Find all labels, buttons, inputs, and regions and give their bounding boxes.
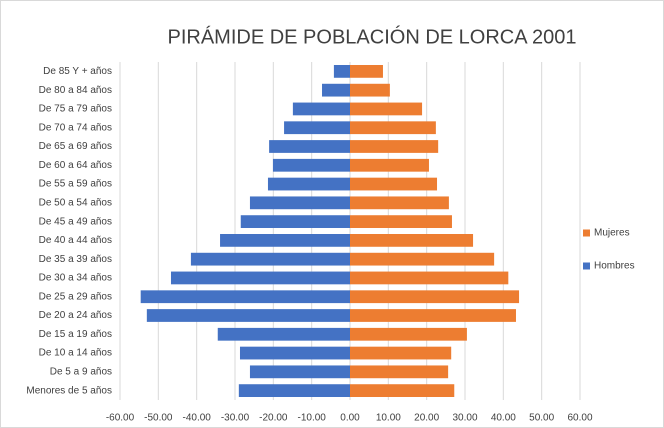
bar xyxy=(350,158,429,172)
x-tick-label: -50.00 xyxy=(144,413,173,424)
legend-swatch xyxy=(583,262,590,270)
bar xyxy=(190,252,350,266)
bar xyxy=(350,271,509,285)
bar xyxy=(239,346,350,360)
bar xyxy=(240,215,350,228)
bar xyxy=(220,234,350,247)
bar xyxy=(322,83,350,97)
bar xyxy=(267,177,350,191)
bar xyxy=(292,102,350,116)
bar xyxy=(170,271,350,285)
bar xyxy=(140,290,350,304)
y-tick-label: De 75 a 79 años xyxy=(39,104,112,115)
bar xyxy=(350,234,474,247)
bar xyxy=(350,121,436,135)
y-tick-label: De 30 a 34 años xyxy=(39,273,112,284)
y-tick-label: Menores de 5 años xyxy=(26,385,112,396)
y-tick-label: De 15 a 19 años xyxy=(39,329,112,340)
bar xyxy=(284,121,350,135)
y-tick-label: De 60 a 64 años xyxy=(39,160,112,171)
y-tick-label: De 5 a 9 años xyxy=(50,366,112,377)
bar xyxy=(350,327,467,341)
bar xyxy=(350,65,383,78)
y-tick-label: De 65 a 69 años xyxy=(39,141,112,152)
x-tick-label: -30.00 xyxy=(221,413,250,424)
bar xyxy=(333,65,350,78)
legend-label: Hombres xyxy=(594,261,635,272)
bar xyxy=(350,140,439,153)
y-tick-label: De 80 a 84 años xyxy=(39,85,112,96)
bar xyxy=(217,327,350,341)
bar xyxy=(238,384,350,397)
y-tick-label: De 25 a 29 años xyxy=(39,291,112,302)
bar xyxy=(350,196,449,210)
x-tick-label: 30.00 xyxy=(452,413,477,424)
x-tick-label: -60.00 xyxy=(106,413,135,424)
legend-label: Mujeres xyxy=(594,228,630,239)
bar xyxy=(272,158,350,172)
y-tick-label: De 35 a 39 años xyxy=(39,254,112,265)
y-tick-label: De 10 a 14 años xyxy=(39,348,112,359)
bar xyxy=(350,83,390,97)
bar xyxy=(350,102,423,116)
x-tick-label: 10.00 xyxy=(376,413,401,424)
bar xyxy=(350,252,495,266)
y-tick-label: De 40 a 44 años xyxy=(39,235,112,246)
x-tick-label: 40.00 xyxy=(491,413,516,424)
y-tick-label: De 45 a 49 años xyxy=(39,216,112,227)
x-tick-label: 60.00 xyxy=(567,413,592,424)
y-tick-label: De 70 a 74 años xyxy=(39,122,112,133)
chart-title: PIRÁMIDE DE POBLACIÓN DE LORCA 2001 xyxy=(167,25,576,48)
legend-swatch xyxy=(583,229,590,237)
bar xyxy=(350,346,452,360)
bar xyxy=(350,215,452,228)
bar xyxy=(350,384,455,397)
x-tick-label: -10.00 xyxy=(297,413,326,424)
bar xyxy=(249,365,350,379)
y-tick-label: De 55 a 59 años xyxy=(39,179,112,190)
bar xyxy=(350,309,516,322)
bar xyxy=(350,290,520,304)
bar xyxy=(350,365,449,379)
y-tick-label: De 50 a 54 años xyxy=(39,197,112,208)
x-tick-label: 50.00 xyxy=(529,413,554,424)
x-tick-label: 0.00 xyxy=(340,413,360,424)
x-tick-label: -20.00 xyxy=(259,413,288,424)
bar xyxy=(249,196,350,210)
bar xyxy=(146,309,350,322)
bar xyxy=(269,140,350,153)
x-tick-label: 20.00 xyxy=(414,413,439,424)
y-tick-label: De 20 a 24 años xyxy=(39,310,112,321)
bar xyxy=(350,177,438,191)
y-tick-label: De 85 Y + años xyxy=(43,66,112,77)
x-tick-label: -40.00 xyxy=(182,413,211,424)
